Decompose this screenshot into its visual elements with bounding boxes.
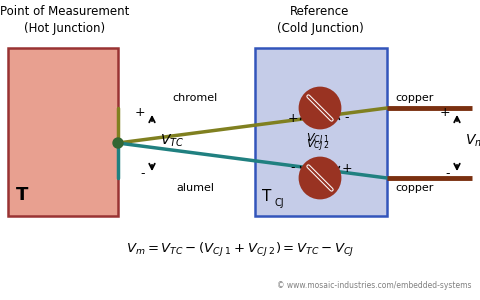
Text: -: - [344, 112, 348, 124]
Text: -: - [444, 167, 449, 181]
Text: $V_m$: $V_m$ [464, 133, 480, 149]
Circle shape [300, 158, 339, 198]
Text: T: T [262, 189, 271, 204]
Text: +: + [341, 161, 351, 175]
Text: +: + [438, 106, 449, 118]
Bar [8, 48, 118, 216]
Text: copper: copper [395, 93, 433, 103]
Text: -: - [140, 167, 144, 181]
Text: -: - [290, 161, 295, 175]
Text: $V_{CJ\ 2}$: $V_{CJ\ 2}$ [305, 138, 329, 154]
Text: chromel: chromel [172, 93, 217, 103]
Circle shape [113, 138, 123, 148]
Text: alumel: alumel [176, 183, 214, 193]
Circle shape [300, 88, 339, 128]
Text: +: + [134, 106, 144, 118]
Bar [254, 48, 386, 216]
Text: $V_m = V_{TC} - (V_{CJ\ 1} + V_{CJ\ 2}) = V_{TC} - V_{CJ}$: $V_m = V_{TC} - (V_{CJ\ 1} + V_{CJ\ 2}) … [126, 241, 353, 259]
Text: $V_{CJ\ 1}$: $V_{CJ\ 1}$ [305, 132, 329, 148]
Text: Reference
(Cold Junction): Reference (Cold Junction) [276, 5, 362, 35]
Text: © www.mosaic-industries.com/embedded-systems: © www.mosaic-industries.com/embedded-sys… [277, 281, 471, 290]
Text: CJ: CJ [275, 198, 284, 208]
Text: copper: copper [395, 183, 433, 193]
Text: T: T [16, 186, 28, 204]
Text: $V_{TC}$: $V_{TC}$ [160, 133, 184, 149]
Text: Point of Measurement
(Hot Junction): Point of Measurement (Hot Junction) [0, 5, 130, 35]
Text: +: + [287, 112, 298, 124]
